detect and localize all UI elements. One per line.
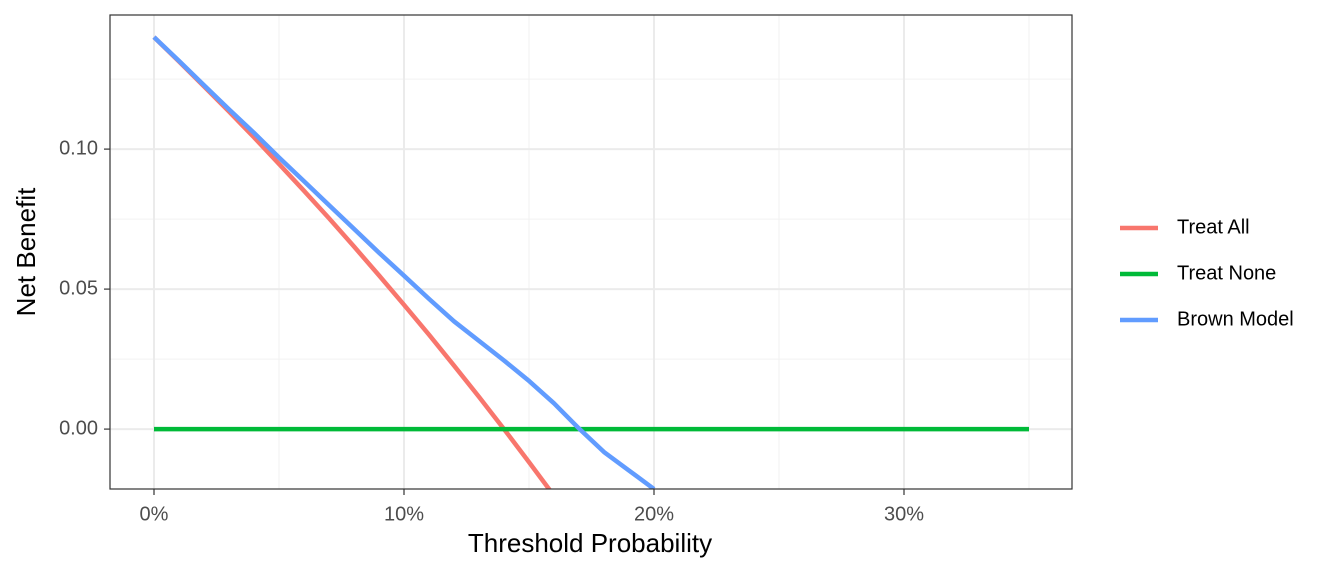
x-tick-label: 10%: [384, 503, 424, 525]
panel-border: [109, 14, 1073, 490]
legend-label: Treat All: [1177, 216, 1250, 238]
y-axis-title: Net Benefit: [11, 187, 41, 316]
x-tick-label: 30%: [884, 503, 924, 525]
x-axis-title: Threshold Probability: [468, 528, 712, 558]
y-tick-label: 0.05: [59, 277, 98, 299]
y-tick-label: 0.00: [59, 417, 98, 439]
x-tick-label: 0%: [140, 503, 169, 525]
legend-label: Treat None: [1177, 262, 1276, 284]
legend-label: Brown Model: [1177, 308, 1294, 330]
x-tick-label: 20%: [634, 503, 674, 525]
plot-area: [152, 35, 1029, 489]
series-line: [152, 35, 656, 489]
y-tick-label: 0.10: [59, 137, 98, 159]
